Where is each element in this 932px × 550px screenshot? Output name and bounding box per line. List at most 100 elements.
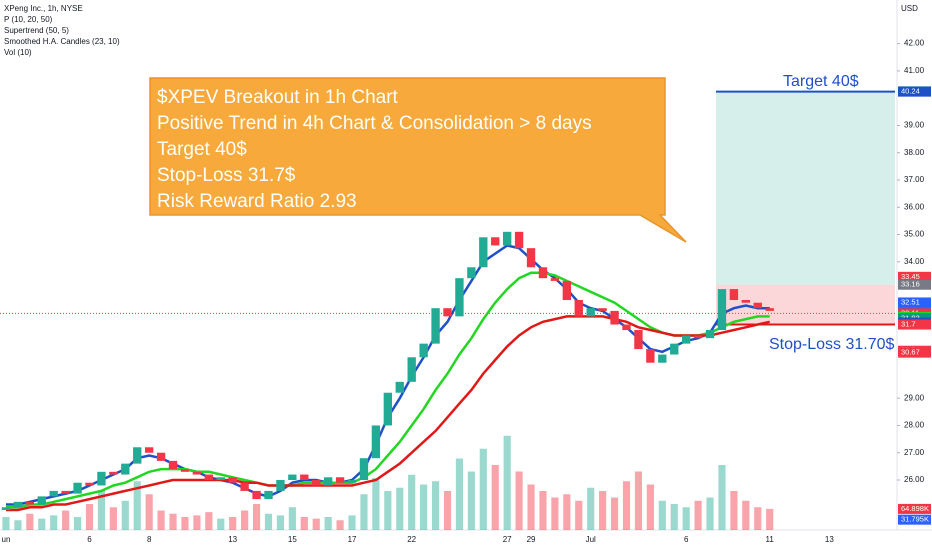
- volume-bar: [408, 474, 416, 530]
- volume-bar: [229, 517, 237, 530]
- candle-body: [753, 302, 762, 309]
- price-label-box: [898, 319, 931, 330]
- candle-body: [144, 447, 154, 453]
- annotation-text: Positive Trend in 4h Chart & Consolidati…: [157, 113, 592, 134]
- candle-body: [717, 289, 727, 330]
- price-label: 31.795K: [901, 515, 929, 524]
- candle-body: [395, 381, 404, 393]
- volume-bar: [288, 507, 296, 530]
- candle-body: [371, 425, 381, 459]
- volume-bar: [336, 520, 344, 530]
- legend-text: XPeng Inc., 1h, NYSE: [4, 4, 83, 13]
- x-tick-label: 17: [348, 535, 357, 544]
- legend-text: Supertrend (50, 5): [4, 26, 69, 35]
- candle-body: [13, 501, 23, 508]
- volume-bar: [706, 497, 714, 530]
- x-tick-label: 15: [288, 535, 297, 544]
- annotation-text: Risk Reward Ratio 2.93: [157, 191, 357, 212]
- volume-bar: [109, 507, 117, 530]
- volume-bar: [26, 513, 34, 530]
- candle-body: [491, 237, 500, 246]
- currency: USD: [901, 4, 918, 13]
- volume-bar: [360, 494, 368, 530]
- candle-body: [228, 477, 237, 483]
- y-tick-label: 39.00: [904, 121, 925, 130]
- price-label: 30.67: [901, 348, 920, 357]
- candle-body: [216, 477, 225, 480]
- volume-bar: [420, 484, 428, 530]
- price-label-box: [898, 514, 931, 525]
- candle-body: [419, 343, 428, 358]
- volume-bar: [431, 481, 440, 530]
- candle-body: [431, 308, 440, 344]
- candle-body: [586, 308, 595, 317]
- legend-text: P (10, 20, 50): [4, 15, 53, 24]
- price-label-box: [898, 297, 931, 308]
- candle-body: [168, 460, 178, 470]
- candle-body: [681, 335, 691, 344]
- target-label: Target 40$: [783, 73, 859, 90]
- price-label: 31.7: [901, 320, 916, 329]
- candle-body: [646, 349, 655, 363]
- y-tick-label: 28.00: [904, 421, 925, 430]
- candle-body: [670, 343, 679, 355]
- volume-bar: [646, 484, 654, 530]
- x-tick-label: 8: [147, 535, 152, 544]
- annotation-text: Target 40$: [157, 139, 247, 160]
- volume-bar: [97, 491, 106, 530]
- volume-bar: [14, 520, 22, 530]
- candle-body: [514, 231, 524, 249]
- volume-bar: [443, 491, 452, 530]
- volume-bar: [181, 517, 189, 530]
- stop-label: Stop-Loss 31.70$: [769, 336, 895, 353]
- price-label-box: [898, 86, 931, 97]
- y-tick-label: 38.00: [904, 148, 925, 157]
- x-tick-label: 6: [87, 535, 92, 544]
- volume-bar: [455, 458, 464, 530]
- y-tick-label: 36.00: [904, 202, 925, 211]
- volume-bar: [766, 508, 774, 530]
- price-label: 33.45: [901, 272, 920, 281]
- candle-body: [204, 474, 214, 480]
- y-tick-label: 29.00: [904, 393, 925, 402]
- volume-bar: [252, 504, 261, 530]
- candle-body: [634, 330, 643, 350]
- candle-body: [526, 248, 536, 268]
- volume-bar: [539, 491, 547, 530]
- volume-bar: [503, 435, 511, 530]
- candle-body: [312, 480, 321, 486]
- candle-body: [49, 490, 58, 497]
- volume-bar: [551, 497, 559, 530]
- candle-body: [1, 507, 11, 510]
- candle-body: [765, 308, 774, 311]
- candle-body: [610, 310, 619, 325]
- volume-bar: [718, 465, 726, 530]
- volume-bar: [169, 513, 177, 530]
- volume-bar: [205, 512, 213, 530]
- volume-bar: [300, 517, 308, 530]
- volume-bar: [264, 513, 273, 530]
- candle-body: [562, 280, 572, 300]
- callout-box: [149, 77, 687, 243]
- y-tick-label: 27.00: [904, 448, 925, 457]
- volume-bar: [276, 515, 285, 530]
- candle-body: [622, 324, 631, 330]
- target-zone: [716, 91, 895, 285]
- volume-bar: [694, 500, 702, 530]
- volume-bar: [527, 484, 535, 530]
- y-tick-label: 42.00: [904, 39, 925, 48]
- y-tick-label: 37.00: [904, 175, 925, 184]
- price-label-box: [898, 503, 931, 514]
- candle-body: [335, 477, 345, 483]
- candle-body: [288, 474, 297, 480]
- y-tick-label: 35.00: [904, 230, 925, 239]
- candle-body: [658, 354, 667, 363]
- volume-bar: [73, 517, 82, 530]
- volume-bar: [396, 487, 404, 530]
- candle-body: [574, 300, 583, 317]
- candle-body: [705, 330, 715, 339]
- x-tick-label: 27: [503, 535, 512, 544]
- candle-body: [133, 447, 142, 464]
- volume-bar: [85, 504, 94, 530]
